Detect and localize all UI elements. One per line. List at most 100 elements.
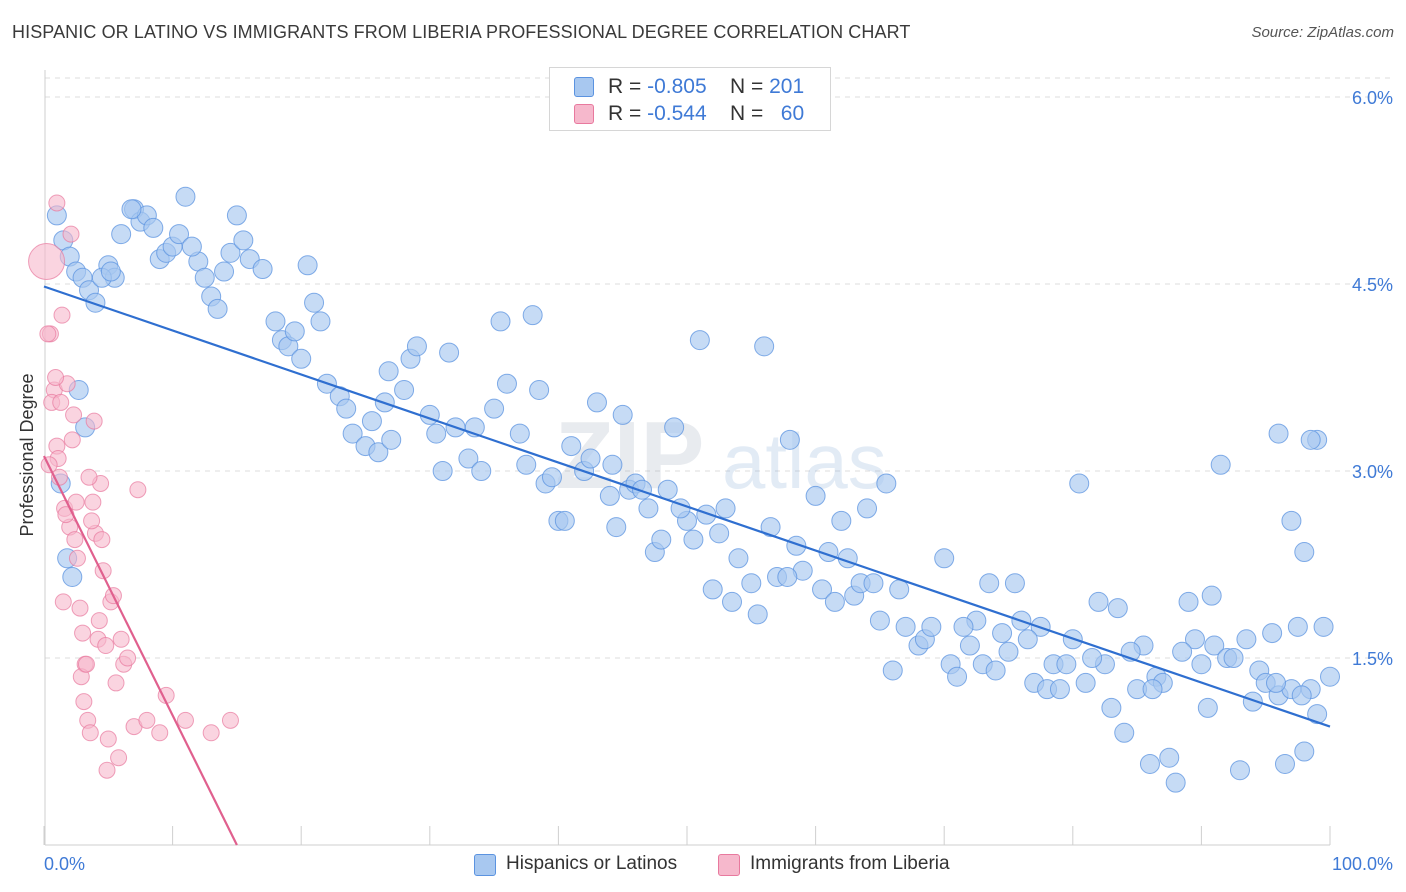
data-point-hispanics <box>664 417 685 438</box>
grid-lines <box>45 77 1395 659</box>
data-point-hispanics <box>1223 648 1244 668</box>
data-point-hispanics <box>889 579 910 600</box>
data-point-hispanics <box>458 448 479 469</box>
data-point-hispanics <box>1201 585 1222 606</box>
legend-swatch-blue <box>474 854 496 876</box>
data-point-hispanics <box>1049 679 1070 700</box>
data-point-liberia <box>62 225 80 243</box>
y-axis-title: Professional Degree <box>17 373 37 536</box>
data-point-hispanics <box>1088 591 1109 612</box>
data-point-liberia <box>176 711 194 729</box>
data-point-hispanics <box>509 423 530 444</box>
series-legend: Hispanics or Latinos Immigrants from Lib… <box>0 853 1406 877</box>
trend-line-hispanics <box>43 285 1331 728</box>
data-point-hispanics <box>516 454 537 475</box>
data-point-hispanics <box>1107 598 1128 619</box>
data-point-hispanics <box>554 510 575 531</box>
data-point-hispanics <box>561 436 582 457</box>
data-point-hispanics <box>1287 616 1308 637</box>
tick-labels: 1.5% 3.0% 4.5% 6.0% 0.0% 100.0% <box>44 88 1393 874</box>
y-tick-label: 6.0% <box>1352 88 1393 108</box>
data-point-hispanics <box>992 623 1013 644</box>
data-point-liberia <box>68 549 86 567</box>
data-point-hispanics <box>998 641 1019 662</box>
data-point-hispanics <box>1265 672 1286 693</box>
data-point-hispanics <box>406 336 427 357</box>
data-point-liberia <box>98 761 116 779</box>
data-point-hispanics <box>394 379 415 400</box>
data-point-hispanics <box>741 573 762 594</box>
data-point-hispanics <box>169 224 190 245</box>
data-point-hispanics <box>1172 641 1193 662</box>
data-point-hispanics <box>1210 454 1231 475</box>
data-point-hispanics <box>786 535 807 556</box>
n-label: N = <box>730 75 764 98</box>
y-tick-label: 4.5% <box>1352 275 1393 295</box>
data-point-hispanics <box>471 461 492 481</box>
data-point-hispanics <box>979 573 1000 594</box>
data-point-hispanics <box>426 423 447 444</box>
data-point-hispanics <box>368 442 389 463</box>
data-point-hispanics <box>779 429 800 450</box>
data-point-hispanics <box>1242 691 1263 712</box>
data-point-hispanics <box>1294 542 1315 563</box>
chart-title: HISPANIC OR LATINO VS IMMIGRANTS FROM LI… <box>12 22 911 42</box>
data-point-hispanics <box>606 517 627 538</box>
r-label: R = <box>608 102 642 125</box>
data-point-hispanics <box>284 321 305 342</box>
r-value: -0.805 <box>647 75 707 98</box>
data-point-hispanics <box>85 292 106 313</box>
legend-swatch-pink <box>718 854 740 876</box>
data-point-liberia <box>47 369 65 386</box>
data-point-liberia <box>48 194 66 212</box>
data-point-hispanics <box>1142 679 1163 700</box>
data-point-hispanics <box>657 479 678 500</box>
data-point-hispanics <box>310 311 331 332</box>
data-point-hispanics <box>143 217 164 238</box>
data-point-hispanics <box>1004 573 1025 594</box>
data-point-hispanics <box>709 523 730 544</box>
data-point-hispanics <box>612 404 633 425</box>
data-point-hispanics <box>1307 704 1328 725</box>
data-point-liberia <box>77 655 95 673</box>
data-point-hispanics <box>715 498 736 519</box>
data-point-hispanics <box>439 342 460 363</box>
data-point-hispanics <box>304 292 325 313</box>
data-point-hispanics <box>111 224 132 245</box>
watermark-atlas: atlas <box>722 417 887 505</box>
x-tick-label: 100.0% <box>1332 854 1393 874</box>
data-point-hispanics <box>882 660 903 681</box>
data-point-hispanics <box>1159 747 1180 768</box>
data-point-liberia <box>71 599 89 617</box>
data-point-hispanics <box>432 461 453 481</box>
data-point-hispanics <box>1236 629 1257 650</box>
data-point-hispanics <box>1291 685 1312 706</box>
data-point-hispanics <box>1313 616 1334 637</box>
data-point-liberia <box>93 531 111 549</box>
data-point-hispanics <box>1069 473 1090 494</box>
data-point-hispanics <box>602 454 623 475</box>
data-point-liberia <box>75 693 93 711</box>
data-point-hispanics <box>689 330 710 351</box>
data-point-liberia <box>63 431 81 449</box>
data-point-liberia <box>65 406 83 424</box>
data-point-hispanics <box>1082 648 1103 668</box>
data-point-liberia <box>151 724 169 742</box>
data-point-liberia <box>85 412 103 430</box>
data-point-hispanics <box>490 311 511 332</box>
data-point-hispanics <box>1281 510 1302 531</box>
data-point-hispanics <box>959 635 980 656</box>
data-point-hispanics <box>1114 722 1135 743</box>
data-point-hispanics <box>722 591 743 612</box>
data-point-liberia <box>74 624 92 642</box>
r-value: -0.544 <box>647 102 707 125</box>
data-point-hispanics <box>291 348 312 369</box>
data-point-hispanics <box>760 517 781 538</box>
data-point-hispanics <box>638 498 659 519</box>
data-point-hispanics <box>863 573 884 594</box>
data-point-liberia <box>119 649 137 667</box>
n-value: 201 <box>769 75 805 98</box>
data-point-liberia <box>221 711 239 729</box>
data-point-hispanics <box>1204 635 1225 656</box>
data-point-hispanics <box>1229 760 1250 781</box>
